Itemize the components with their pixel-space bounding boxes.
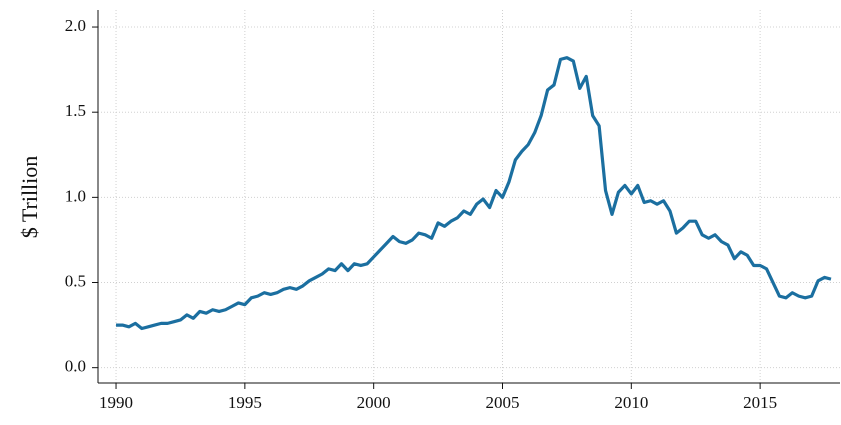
x-tick-label: 2010 — [614, 393, 648, 412]
y-tick-label: 0.5 — [65, 271, 86, 290]
x-tick-label: 2005 — [485, 393, 519, 412]
y-tick-label: 1.5 — [65, 101, 86, 120]
y-tick-label: 1.0 — [65, 186, 86, 205]
x-tick-label: 1990 — [99, 393, 133, 412]
y-axis-label: $ Trillion — [17, 156, 42, 239]
y-tick-label: 2.0 — [65, 16, 86, 35]
x-tick-label: 2015 — [743, 393, 777, 412]
x-tick-label: 1995 — [228, 393, 262, 412]
y-tick-label: 0.0 — [65, 357, 86, 376]
data-line — [116, 56, 832, 331]
x-tick-label: 2000 — [357, 393, 391, 412]
